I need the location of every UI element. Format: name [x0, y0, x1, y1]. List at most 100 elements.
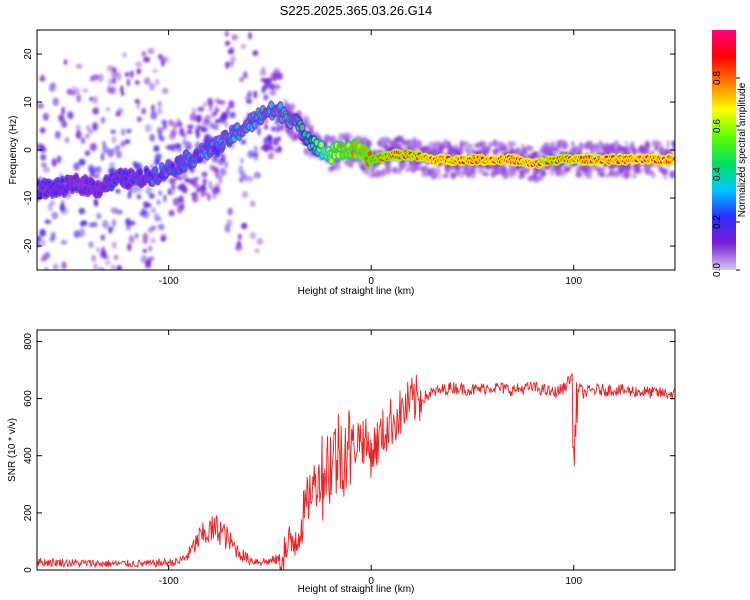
- heatmap-cell: [163, 194, 167, 203]
- heatmap-cell: [253, 145, 259, 154]
- heatmap-cell: [89, 96, 94, 102]
- heatmap-cell: [478, 141, 483, 148]
- heatmap-cell: [142, 248, 148, 254]
- heatmap-cell: [170, 145, 177, 152]
- heatmap-cell: [239, 157, 244, 164]
- heatmap-cell: [586, 172, 593, 180]
- heatmap-cell: [279, 124, 284, 132]
- heatmap-cell: [241, 222, 248, 230]
- heatmap-cell: [197, 114, 203, 123]
- heatmap-cell: [101, 246, 106, 255]
- heatmap-cell: [650, 172, 656, 179]
- heatmap-cell: [226, 106, 230, 115]
- heatmap-cell: [444, 164, 452, 173]
- heatmap-cell: [451, 148, 458, 154]
- heatmap-cell: [86, 125, 91, 131]
- heatmap-cell: [149, 133, 155, 142]
- heatmap-cell: [224, 30, 229, 37]
- heatmap-cell: [111, 136, 117, 144]
- heatmap-cell: [254, 248, 260, 254]
- heatmap-cell: [88, 241, 94, 249]
- heatmap-cell: [267, 153, 274, 160]
- heatmap-cell: [116, 265, 122, 270]
- heatmap-cell: [51, 158, 58, 167]
- heatmap-cell: [106, 65, 114, 72]
- heatmap-cell: [137, 169, 143, 176]
- heatmap-cell: [44, 219, 52, 225]
- tick-label: 0: [368, 276, 374, 287]
- heatmap-cell: [52, 263, 59, 270]
- heatmap-cell: [158, 190, 163, 197]
- heatmap-cell: [145, 202, 152, 208]
- heatmap-cell: [202, 178, 208, 186]
- heatmap-cell: [496, 141, 503, 147]
- heatmap-cell: [97, 267, 106, 270]
- heatmap-cell: [644, 164, 650, 174]
- heatmap-cell: [583, 164, 587, 171]
- heatmap-cell: [192, 107, 196, 114]
- heatmap-cell: [381, 168, 386, 177]
- heatmap-cell: [196, 184, 201, 193]
- heatmap-cell: [41, 239, 46, 247]
- heatmap-cell: [205, 133, 210, 141]
- heatmap-cell: [375, 171, 380, 179]
- heatmap-cell: [192, 194, 197, 203]
- heatmap-cell: [124, 139, 131, 145]
- heatmap-cell: [487, 141, 493, 149]
- heatmap-cell: [239, 177, 244, 183]
- heatmap-cell: [273, 73, 278, 82]
- heatmap-cell: [108, 78, 113, 86]
- heatmap-cell: [66, 88, 73, 95]
- heatmap-y-ticks: -20 -10 0 10 20: [23, 48, 675, 253]
- heatmap-cell: [515, 147, 520, 154]
- heatmap-cell: [500, 146, 505, 153]
- heatmap-cell: [399, 161, 407, 169]
- heatmap-cell: [571, 141, 575, 146]
- heatmap-cell: [327, 165, 334, 173]
- heatmap-cell: [231, 34, 238, 41]
- heatmap-cell: [240, 139, 247, 145]
- colorbar-label: Normalized spectral amplitude: [737, 82, 748, 217]
- heatmap-cell: [590, 149, 597, 155]
- heatmap-cell: [268, 84, 273, 89]
- heatmap-x-ticks: -100 0 100: [159, 30, 583, 287]
- heatmap-cell: [367, 150, 372, 157]
- heatmap-cell: [539, 170, 544, 177]
- heatmap-cell: [39, 76, 46, 82]
- heatmap-cell: [144, 260, 152, 270]
- heatmap-cell: [578, 148, 582, 155]
- heatmap-cell: [300, 124, 305, 131]
- snr-plot-area: [37, 330, 675, 570]
- heatmap-cell: [134, 233, 139, 239]
- heatmap-cell: [43, 166, 50, 173]
- heatmap-cells: [37, 30, 675, 270]
- heatmap-cell: [81, 137, 85, 144]
- heatmap-cell: [525, 144, 531, 152]
- heatmap-cell: [203, 101, 207, 108]
- heatmap-cell: [154, 159, 161, 166]
- heatmap-cell: [43, 266, 49, 270]
- heatmap-cell: [459, 140, 464, 147]
- heatmap-cell: [136, 194, 142, 200]
- heatmap-cell: [262, 143, 270, 152]
- heatmap-cell: [584, 142, 590, 150]
- heatmap-cell: [100, 152, 105, 161]
- heatmap-cell: [278, 103, 283, 109]
- heatmap-cell: [657, 147, 663, 153]
- tick-label: 800: [23, 333, 34, 350]
- heatmap-cell: [490, 170, 494, 178]
- heatmap-cell: [135, 61, 143, 68]
- heatmap-cell: [384, 144, 389, 153]
- heatmap-cell: [156, 127, 164, 134]
- heatmap-cell: [632, 147, 639, 155]
- heatmap-cell: [152, 68, 159, 74]
- heatmap-cell: [120, 140, 126, 147]
- heatmap-cell: [219, 167, 227, 177]
- heatmap-cell: [276, 72, 283, 81]
- heatmap-cell: [49, 84, 56, 92]
- snr-series-line: [37, 372, 675, 570]
- heatmap-cell: [580, 143, 585, 149]
- heatmap-cell: [60, 199, 65, 209]
- heatmap-cell: [89, 142, 97, 152]
- heatmap-cell: [509, 141, 517, 147]
